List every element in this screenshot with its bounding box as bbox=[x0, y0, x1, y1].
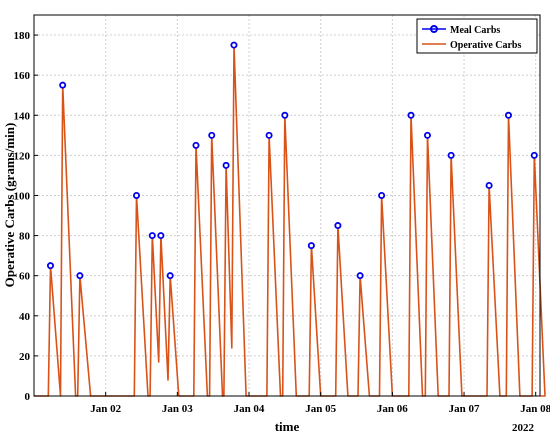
meal-carbs-marker bbox=[132, 191, 140, 199]
y-axis-title: Operative Carbs (grams/min) bbox=[2, 123, 17, 288]
meal-carbs-marker bbox=[504, 111, 512, 119]
x-tick-label: Jan 02 bbox=[90, 403, 121, 415]
y-tick-label: 0 bbox=[25, 391, 31, 403]
y-axis: 0 20 40 60 80 100 120 140 160 180 bbox=[14, 30, 38, 403]
x-tick-label: Jan 08 bbox=[520, 403, 550, 415]
y-tick-label: 40 bbox=[19, 311, 31, 323]
meal-carbs-marker bbox=[208, 131, 216, 139]
meal-carbs-marker bbox=[334, 222, 342, 230]
meal-carbs-marker bbox=[378, 191, 386, 199]
y-tick-label: 160 bbox=[14, 70, 31, 82]
legend-meal-marker bbox=[430, 25, 438, 33]
y-tick-label: 60 bbox=[19, 271, 31, 283]
meal-carbs-marker bbox=[222, 161, 230, 169]
x-tick-label: Jan 04 bbox=[234, 403, 265, 415]
meal-carbs-marker bbox=[148, 232, 156, 240]
meal-carbs-marker bbox=[423, 131, 431, 139]
x-axis-title: time bbox=[275, 419, 300, 434]
y-tick-label: 120 bbox=[14, 150, 31, 162]
x-axis: Jan 02 Jan 03 Jan 04 Jan 05 Jan 06 Jan 07 Jan … bbox=[90, 392, 550, 415]
meal-carbs-marker bbox=[485, 181, 493, 189]
y-tick-label: 80 bbox=[19, 231, 31, 243]
meal-carbs-marker bbox=[166, 272, 174, 280]
x-tick-label: Jan 03 bbox=[162, 403, 193, 415]
x-tick-label: Jan 06 bbox=[377, 403, 408, 415]
meal-carbs-marker bbox=[281, 111, 289, 119]
plot-area-border bbox=[33, 14, 541, 397]
y-tick-label: 20 bbox=[19, 351, 31, 363]
y-tick-label: 140 bbox=[14, 110, 31, 122]
y-tick-label: 100 bbox=[14, 190, 31, 202]
meal-carbs-marker bbox=[265, 131, 273, 139]
legend: Meal Carbs Operative Carbs bbox=[416, 18, 538, 54]
meal-carbs-marker bbox=[76, 272, 84, 280]
x-tick-label: Jan 07 bbox=[449, 403, 480, 415]
meal-carbs-marker bbox=[192, 141, 200, 149]
x-tick-label: Jan 05 bbox=[305, 403, 336, 415]
meal-carbs-marker bbox=[407, 111, 415, 119]
y-tick-label: 180 bbox=[14, 30, 31, 42]
x-year-label: 2022 bbox=[512, 422, 535, 434]
marker-layer bbox=[46, 41, 538, 280]
meal-carbs-marker bbox=[307, 242, 315, 250]
legend-box bbox=[416, 18, 538, 54]
meal-carbs-marker bbox=[157, 232, 165, 240]
meal-carbs-marker bbox=[447, 151, 455, 159]
meal-carbs-marker bbox=[59, 81, 67, 89]
meal-carbs-marker bbox=[230, 41, 238, 49]
meal-carbs-marker bbox=[356, 272, 364, 280]
legend-operative-label: Operative Carbs bbox=[450, 40, 521, 51]
meal-carbs-marker bbox=[46, 262, 54, 270]
legend-meal-label: Meal Carbs bbox=[450, 25, 500, 36]
meal-carbs-marker bbox=[530, 151, 538, 159]
